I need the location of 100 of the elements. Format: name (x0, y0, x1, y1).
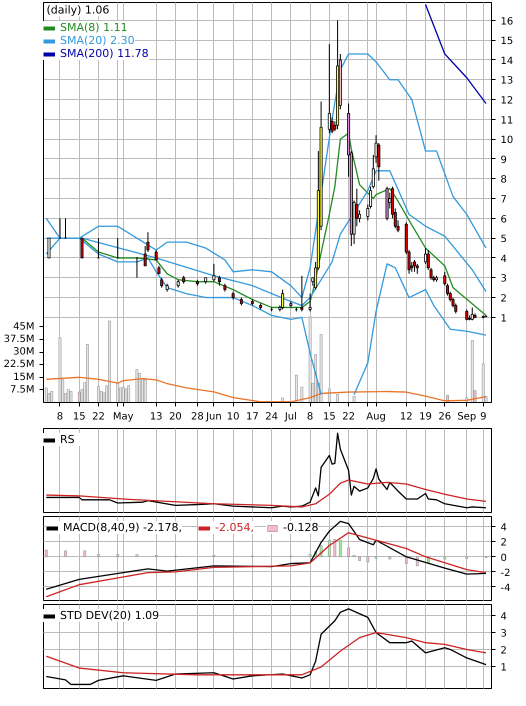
x-tick-label: 26 (438, 412, 452, 422)
x-tick-label: May (112, 412, 134, 422)
candlestick (465, 308, 468, 321)
line-series (46, 376, 487, 402)
x-tick-label: 8 (306, 412, 314, 422)
x-tick-label: 12 (400, 412, 413, 422)
y2-tick-label: 7.5M (10, 384, 34, 396)
candlestick (212, 263, 216, 282)
y-tick-label: 4 (500, 522, 507, 534)
legend-label: -0.128 (283, 521, 318, 534)
line-series (46, 520, 487, 590)
y-tick-label: 3 (500, 274, 507, 285)
x-tick-label: 15 (72, 412, 86, 422)
x-tick-label: Sep (457, 412, 476, 422)
x-tick-label: 20 (169, 412, 182, 422)
candlestick (146, 232, 150, 253)
bar (86, 344, 89, 402)
candlestick (308, 293, 312, 312)
candlestick (281, 289, 284, 310)
text: SMA(8) 1.11 (60, 21, 128, 34)
candlestick (413, 259, 416, 272)
y2-tick-label: 30M (13, 346, 35, 358)
bar (443, 556, 446, 560)
line-series (424, 4, 487, 104)
y-tick-label: 9 (500, 154, 507, 166)
x-tick-label: 13 (150, 412, 163, 422)
bar (300, 386, 304, 402)
bar (358, 556, 361, 561)
bar (64, 550, 67, 558)
y2-tick-label: 22.5M (4, 359, 35, 370)
y-tick-label: 1 (500, 662, 507, 674)
bar (108, 320, 111, 402)
bar (388, 556, 392, 560)
candlestick (300, 275, 304, 312)
y-tick-label: 4 (500, 254, 507, 265)
y-tick-label: 5 (500, 234, 507, 246)
bar (97, 386, 100, 402)
candlestick (470, 306, 474, 321)
chart-title: (daily) 1.06 (46, 4, 110, 16)
y2-tick-label: 15M (13, 372, 35, 383)
bar (136, 554, 138, 558)
candlestick (424, 248, 428, 264)
y-tick-label: 4 (500, 612, 507, 623)
candlestick (416, 263, 419, 274)
bar (320, 334, 322, 402)
x-tick-label: 24 (265, 412, 278, 422)
line-series (46, 532, 487, 598)
y-tick-label: 12 (500, 96, 514, 107)
y-tick-label: 14 (500, 56, 514, 67)
y-tick-label: 8 (500, 174, 507, 186)
x-tick-label: 8 (56, 412, 64, 422)
line-series (46, 632, 487, 676)
y-tick-label: -2 (500, 568, 510, 579)
bar (328, 388, 331, 402)
bar (124, 388, 128, 402)
bar (347, 547, 350, 558)
bar (308, 554, 312, 558)
candlestick (328, 44, 331, 134)
text: SMA(200) 11.78 (60, 47, 149, 60)
bar (294, 374, 298, 402)
y-tick-label: 13 (500, 76, 514, 87)
y-tick-label: 2 (500, 538, 507, 549)
x-tick-label: Jul (284, 412, 297, 422)
legend-label: RS (60, 433, 76, 446)
text: SMA(20) 2.30 (60, 34, 135, 47)
line-series (46, 608, 487, 686)
bar (58, 337, 62, 402)
candlestick (48, 238, 50, 258)
x-tick-label: 17 (246, 412, 259, 422)
bar (338, 540, 342, 558)
candlestick (218, 275, 221, 286)
legend-label: STD DEV(20) 1.09 (60, 609, 160, 622)
x-tick-label: 9 (480, 412, 486, 422)
x-tick-label: 15 (322, 412, 336, 422)
bar (308, 316, 312, 402)
y2-tick-label: 45M (13, 321, 35, 332)
bar (70, 390, 72, 402)
y-tick-label: 7 (500, 194, 507, 206)
y2-tick-label: 37.5M (4, 334, 35, 345)
y-tick-label: 1 (500, 313, 507, 324)
candlestick (154, 250, 158, 260)
y-tick-label: 15 (500, 36, 514, 48)
bar (352, 396, 356, 402)
y-tick-label: 0 (500, 552, 507, 564)
x-tick-label: 28 (191, 412, 204, 422)
y-tick-label: 2 (500, 645, 507, 656)
bar (44, 550, 48, 558)
candlestick (80, 238, 84, 258)
legend-label: -2.054, (215, 521, 254, 534)
bar (136, 369, 138, 402)
line-series (81, 132, 487, 316)
x-tick-label: 22 (342, 412, 355, 422)
y-tick-label: -4 (500, 582, 510, 594)
x-tick-label: Aug (366, 412, 386, 422)
y-tick-label: 2 (500, 294, 507, 305)
bar (336, 394, 339, 402)
bar (97, 554, 100, 558)
x-tick-label: 19 (419, 412, 432, 422)
candlestick (144, 246, 147, 266)
x-tick-label: 10 (226, 412, 240, 422)
